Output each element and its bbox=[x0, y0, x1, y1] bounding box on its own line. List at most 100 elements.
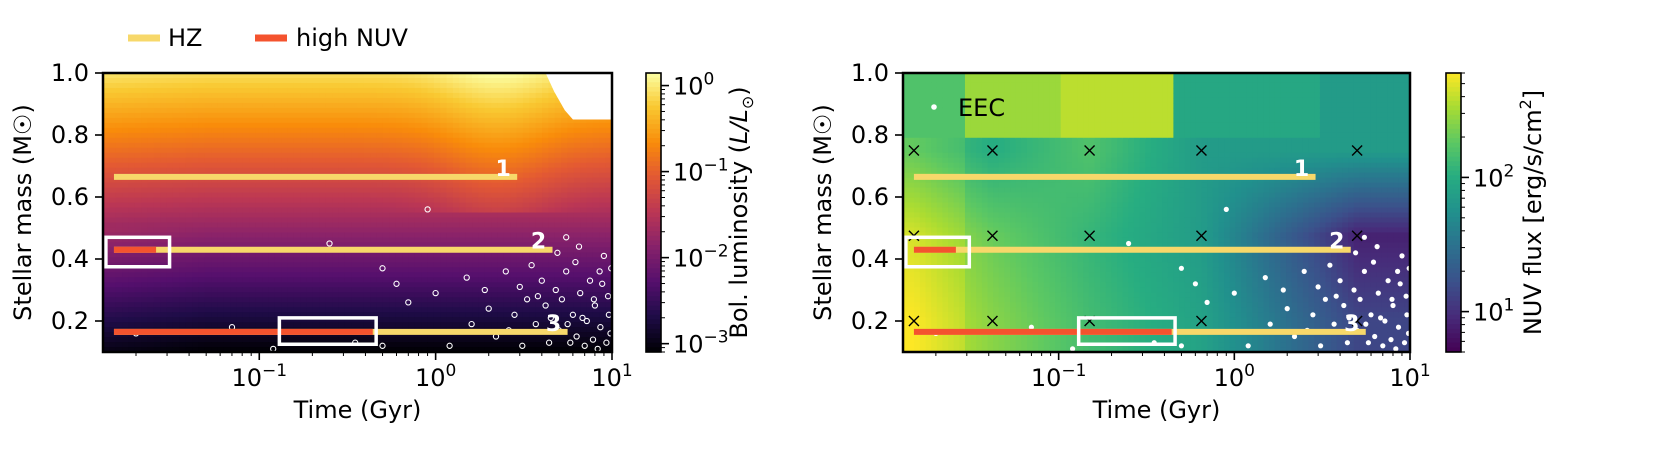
grid-node-marker bbox=[1195, 230, 1207, 242]
x-tick-label: 100 bbox=[415, 361, 456, 392]
data-point bbox=[523, 296, 531, 303]
track-label-1: 1 bbox=[1294, 157, 1309, 182]
y-axis-label: Stellar mass (M☉) bbox=[9, 104, 37, 321]
data-point bbox=[590, 296, 598, 303]
data-point bbox=[564, 320, 571, 328]
data-point bbox=[579, 314, 586, 322]
data-point bbox=[1374, 244, 1380, 250]
grid-node-marker bbox=[1195, 315, 1207, 327]
data-point bbox=[575, 243, 583, 250]
legend-hz-label: HZ bbox=[168, 24, 203, 52]
data-point bbox=[1397, 281, 1403, 287]
data-point bbox=[1357, 296, 1363, 302]
data-point bbox=[1028, 324, 1034, 330]
data-point bbox=[519, 342, 526, 349]
data-point bbox=[1301, 268, 1307, 274]
data-point bbox=[569, 311, 577, 318]
track-label-2: 2 bbox=[531, 230, 546, 255]
data-point bbox=[481, 286, 488, 294]
x-tick-label: 100 bbox=[1214, 361, 1255, 392]
data-point bbox=[1284, 306, 1290, 312]
eec-legend-marker bbox=[931, 104, 937, 110]
data-point bbox=[600, 252, 608, 260]
y-tick-label: 0.8 bbox=[51, 121, 89, 149]
data-point bbox=[1353, 250, 1359, 256]
data-point bbox=[591, 302, 599, 309]
y-tick-label: 0.2 bbox=[51, 307, 89, 335]
data-point bbox=[1331, 321, 1337, 327]
data-point bbox=[581, 342, 588, 349]
grid-node-marker bbox=[1351, 230, 1363, 242]
data-point bbox=[1404, 312, 1410, 318]
data-point bbox=[1363, 321, 1369, 327]
data-point bbox=[1389, 296, 1395, 302]
axes-frame bbox=[101, 71, 614, 354]
data-point bbox=[1368, 312, 1374, 318]
data-point bbox=[1403, 293, 1409, 299]
data-point bbox=[1126, 240, 1132, 247]
data-point bbox=[1223, 206, 1229, 212]
beyond-max-age-region bbox=[545, 73, 612, 120]
x-tick-label: 101 bbox=[1389, 361, 1430, 392]
grid-node-marker bbox=[908, 145, 920, 156]
data-point bbox=[1361, 234, 1367, 240]
data-point bbox=[583, 317, 590, 325]
data-point bbox=[1280, 287, 1286, 293]
grid-node-marker bbox=[908, 315, 920, 327]
data-point bbox=[1070, 346, 1076, 352]
colorbar-tick-label: 10−2 bbox=[673, 242, 729, 273]
data-point bbox=[1231, 290, 1237, 296]
data-point bbox=[1380, 343, 1386, 349]
data-point bbox=[1262, 275, 1268, 281]
y-tick-label: 1.0 bbox=[851, 59, 889, 87]
data-point bbox=[604, 293, 612, 300]
data-point bbox=[572, 258, 579, 266]
data-point bbox=[567, 339, 574, 346]
colorbar-label: Bol. luminosity (L/L⊙) bbox=[725, 86, 757, 338]
data-point bbox=[528, 262, 535, 269]
y-tick-label: 1.0 bbox=[51, 59, 89, 87]
y-tick-label: 0.2 bbox=[851, 307, 889, 335]
grid-node-marker bbox=[1084, 230, 1096, 242]
grid-node-marker bbox=[986, 145, 998, 156]
data-point bbox=[1333, 293, 1339, 299]
grid-node-marker bbox=[986, 315, 998, 327]
data-point bbox=[599, 280, 606, 287]
grid-node-marker bbox=[1195, 145, 1207, 156]
data-point bbox=[379, 342, 386, 349]
data-point bbox=[1378, 315, 1384, 321]
colorbar-tick-label: 10−1 bbox=[673, 156, 729, 187]
data-point bbox=[1401, 340, 1408, 346]
data-point bbox=[1390, 302, 1396, 309]
data-point bbox=[393, 280, 400, 287]
data-point bbox=[532, 320, 539, 328]
heatmap-image bbox=[103, 73, 612, 352]
data-point bbox=[511, 311, 518, 318]
data-point bbox=[597, 324, 604, 331]
data-point bbox=[542, 302, 549, 309]
y-tick-label: 0.4 bbox=[51, 245, 89, 273]
highlight-box-1 bbox=[904, 235, 972, 269]
data-point bbox=[1192, 281, 1198, 287]
colorbar-tick-label: 100 bbox=[673, 70, 714, 101]
data-point bbox=[1291, 333, 1298, 340]
track-label-3: 3 bbox=[1344, 312, 1359, 337]
data-point bbox=[552, 286, 559, 294]
data-point bbox=[463, 274, 470, 281]
data-point bbox=[538, 277, 545, 284]
y-tick-label: 0.6 bbox=[851, 183, 889, 211]
data-point bbox=[1267, 321, 1273, 327]
data-point bbox=[516, 283, 523, 291]
data-point bbox=[1204, 299, 1210, 305]
data-point bbox=[586, 277, 594, 284]
eec-legend-label: EEC bbox=[958, 94, 1005, 122]
data-point bbox=[1361, 268, 1367, 274]
data-point bbox=[554, 249, 561, 256]
data-point bbox=[1245, 343, 1251, 349]
data-point bbox=[1310, 312, 1316, 318]
data-point bbox=[468, 320, 475, 328]
data-point bbox=[1178, 265, 1184, 271]
data-point bbox=[589, 336, 597, 343]
data-point bbox=[1318, 343, 1324, 349]
